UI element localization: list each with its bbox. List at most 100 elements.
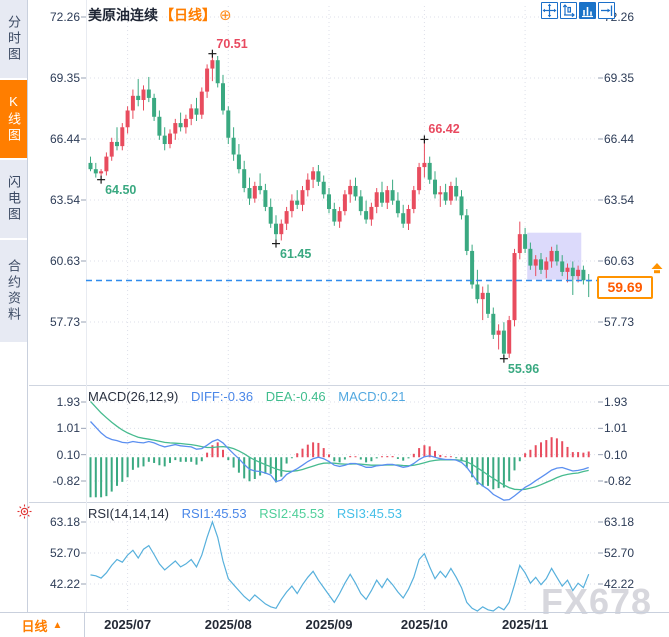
candle-body <box>576 269 581 277</box>
candle-body <box>385 190 390 203</box>
macd-params: MACD(26,12,9) <box>88 389 179 404</box>
candle-body <box>374 192 379 207</box>
candle-body <box>544 261 549 270</box>
candle-body <box>274 223 278 235</box>
candle-body <box>459 196 464 216</box>
candle-body <box>332 209 337 222</box>
candle-body <box>406 209 411 224</box>
indicator-alert-icon[interactable] <box>17 504 32 524</box>
candle-body <box>486 292 490 314</box>
candle-body <box>311 171 316 180</box>
dea-line <box>90 400 589 491</box>
candle-body <box>533 259 538 266</box>
candle-body <box>517 234 522 254</box>
candle-body <box>470 250 475 285</box>
watermark: FX678 <box>541 581 653 622</box>
macd-diff-value: DIFF:-0.36 <box>190 389 254 404</box>
candle-body <box>570 267 575 277</box>
candle-body <box>194 108 199 115</box>
candle-body <box>205 68 210 92</box>
candle-body <box>231 137 236 155</box>
candle-body <box>300 190 305 205</box>
candle-body <box>358 196 363 212</box>
candle-body <box>401 213 406 224</box>
candle-body <box>305 179 310 191</box>
candle-body <box>327 194 331 210</box>
candle-body <box>501 330 506 354</box>
candle-body <box>433 179 437 195</box>
candles <box>88 53 591 359</box>
candle-body <box>496 330 501 335</box>
candle-body <box>560 261 565 272</box>
candle-body <box>199 91 204 115</box>
candle-body <box>454 185 459 197</box>
candle-body <box>236 154 241 170</box>
rsi-line <box>90 520 590 612</box>
candle-body <box>316 171 321 182</box>
candle-body <box>289 200 294 212</box>
candle-body <box>512 253 517 321</box>
candle-body <box>295 200 300 205</box>
price-up-arrow-icon[interactable] <box>650 262 664 280</box>
candle-body <box>210 60 215 69</box>
candle-body <box>554 250 559 262</box>
period-selector[interactable]: 日线 ▲ <box>0 612 85 637</box>
candle-body <box>369 206 374 220</box>
fit-scale-icon[interactable] <box>560 2 577 19</box>
candle-body <box>130 95 135 111</box>
candle-body <box>565 267 570 272</box>
column-chart-icon[interactable] <box>579 2 596 19</box>
candle-body <box>189 108 194 119</box>
candle-body <box>321 181 326 195</box>
candle-body <box>173 123 178 134</box>
candle-body <box>539 259 543 270</box>
candle-body <box>252 185 257 199</box>
candle-body <box>348 185 353 195</box>
rsi-params: RSI(14,14,14) <box>88 506 169 521</box>
add-indicator-icon[interactable]: ⊕ <box>219 7 232 24</box>
candle-body <box>507 320 512 354</box>
macd-dea-value: DEA:-0.46 <box>265 389 326 404</box>
candle-body <box>120 127 125 147</box>
candle-body <box>480 292 485 300</box>
chart-title: 美原油连续 【日线】 ⊕ <box>88 5 232 25</box>
rsi2-value: RSI2:45.53 <box>259 506 325 521</box>
candle-body <box>268 206 273 224</box>
extreme-markers <box>97 49 508 363</box>
candle-body <box>475 284 480 300</box>
sidebar-tab-4[interactable]: 合约资料 <box>0 240 27 342</box>
crosshair-icon[interactable] <box>541 2 558 19</box>
sidebar-tab-2[interactable]: K线图 <box>0 80 27 158</box>
candle-body <box>152 97 157 117</box>
candle-body <box>448 185 453 201</box>
candle-body <box>438 192 443 195</box>
candle-body <box>226 110 231 138</box>
candle-body <box>581 269 586 281</box>
candle-body <box>337 211 342 222</box>
candle-body <box>99 171 104 174</box>
rsi1-value: RSI1:45.53 <box>181 506 247 521</box>
rsi-indicator-header: RSI(14,14,14) RSI1:45.53 RSI2:45.53 RSI3… <box>88 506 411 521</box>
macd-hist-value: MACD:0.21 <box>338 389 406 404</box>
candle-body <box>125 110 130 128</box>
pan-right-icon[interactable] <box>598 2 615 19</box>
candle-body <box>523 234 528 249</box>
candle-body <box>491 313 496 335</box>
candle-body <box>168 133 172 145</box>
candle-body <box>364 211 369 220</box>
sidebar-tab-1[interactable]: 分时图 <box>0 0 27 78</box>
candle-body <box>136 95 141 101</box>
candle-body <box>390 190 395 201</box>
candle-body <box>549 250 554 262</box>
candle-body <box>215 60 220 84</box>
candle-body <box>395 200 400 214</box>
candle-body <box>284 211 289 224</box>
macd-histogram <box>89 437 590 498</box>
sidebar-tab-3[interactable]: 闪电图 <box>0 160 27 238</box>
diff-line <box>90 421 589 501</box>
period-tag[interactable]: 【日线】 <box>160 7 216 23</box>
chevron-up-icon: ▲ <box>52 619 63 631</box>
candle-body <box>528 248 533 266</box>
candle-body <box>88 162 93 170</box>
